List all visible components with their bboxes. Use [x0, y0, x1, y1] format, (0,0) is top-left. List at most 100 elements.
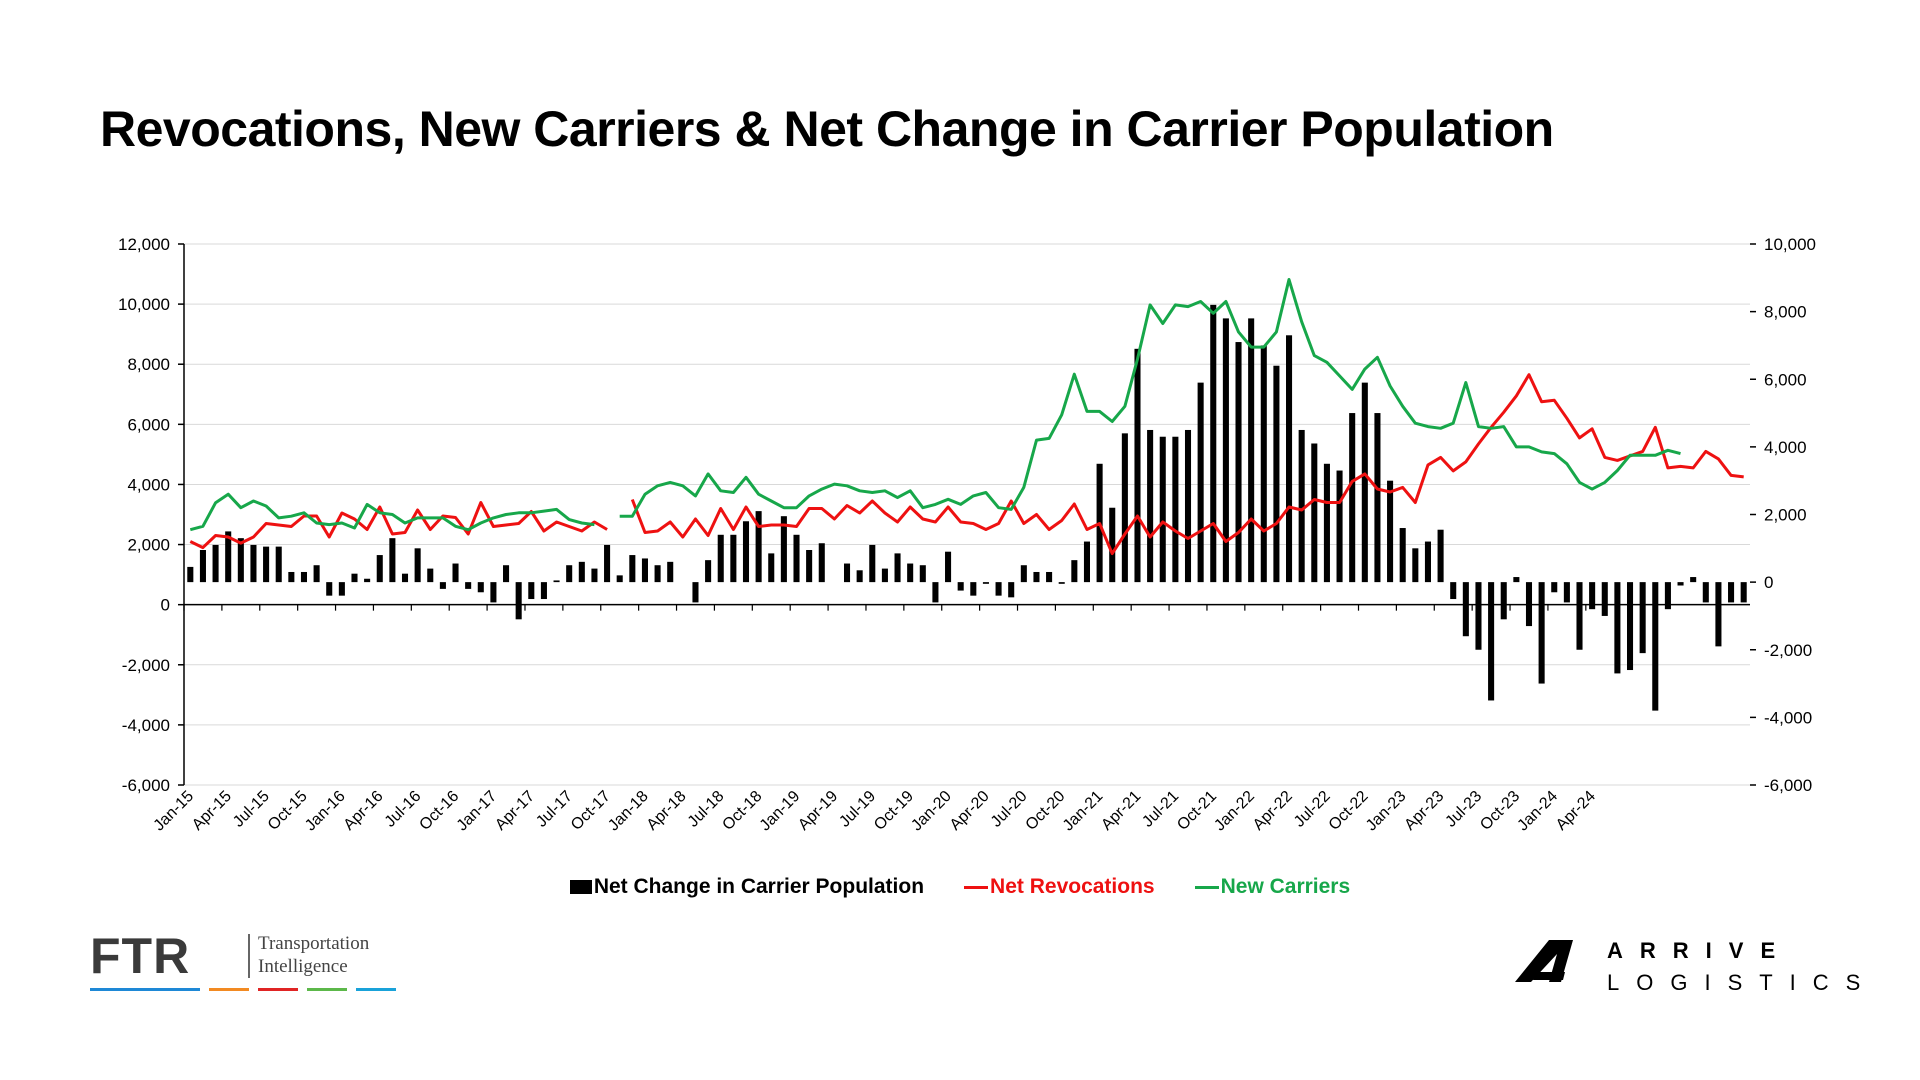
legend-label-net-change: Net Change in Carrier Population	[593, 875, 925, 898]
bar-net-change	[1083, 541, 1091, 583]
right-axis-tick-label: 2,000	[1764, 506, 1807, 525]
x-axis-tick-label: Apr-19	[795, 788, 841, 834]
bar-net-change	[1109, 507, 1116, 583]
bar-net-change	[477, 582, 484, 593]
arrive-arrow-icon	[1515, 940, 1573, 982]
bar-net-change	[490, 582, 497, 603]
bar-net-change	[250, 544, 257, 583]
legend-item-new-carriers: New Carriers	[1194, 875, 1351, 899]
right-axis-tick-label: -2,000	[1764, 641, 1812, 660]
bar-net-change	[1513, 577, 1520, 583]
bar-net-change	[641, 558, 648, 583]
x-axis-tick-label: Apr-24	[1553, 788, 1599, 834]
bar-net-change	[1614, 582, 1621, 674]
legend-swatch-net-revocations	[964, 885, 989, 889]
bar-net-change	[780, 516, 787, 583]
left-axis-tick-label: 12,000	[118, 235, 170, 254]
chart-title: Revocations, New Carriers & Net Change i…	[100, 101, 1554, 157]
bar-net-change	[1576, 582, 1583, 650]
bar-net-change	[313, 565, 320, 583]
left-axis-tick-label: 10,000	[118, 295, 170, 314]
ftr-tagline-line-1: Transportation	[258, 933, 370, 954]
bar-net-change	[389, 538, 396, 583]
x-axis-tick-label: Apr-16	[341, 788, 387, 834]
right-axis-tick-label: -4,000	[1764, 708, 1812, 727]
bar-net-change	[300, 571, 308, 583]
x-axis-tick-label: Apr-18	[644, 788, 690, 834]
bar-net-change	[401, 573, 409, 583]
bar-net-change	[465, 582, 472, 589]
arrive-logo-word-1: ARRIVE	[1607, 938, 1793, 963]
bar-net-change	[742, 521, 750, 583]
bar-net-change	[1159, 436, 1166, 583]
x-axis-tick-label: Jan-20	[908, 788, 955, 835]
legend-item-net-change: Net Change in Carrier Population	[569, 875, 925, 899]
bar-net-change	[755, 511, 762, 583]
bar-net-change	[1147, 429, 1154, 583]
x-axis-tick-label: Apr-20	[947, 788, 993, 834]
bar-net-change	[326, 582, 333, 596]
bar-net-change	[212, 544, 219, 583]
x-axis-tick-label: Oct-15	[265, 788, 311, 834]
x-axis-tick-label: Oct-22	[1326, 788, 1372, 834]
arrive-logo-word-2: LOGISTICS	[1607, 970, 1878, 995]
bar-net-change	[1349, 413, 1356, 583]
ftr-tagline-line-2: Intelligence	[258, 956, 348, 977]
bar-net-change	[705, 560, 712, 583]
x-axis-tick-label: Oct-23	[1477, 788, 1523, 834]
bar-net-change	[263, 546, 270, 583]
bar-net-change	[1374, 413, 1381, 583]
ftr-stripe	[258, 988, 298, 991]
bar-net-change	[818, 543, 825, 583]
x-axis-tick-label: Jan-19	[757, 788, 804, 835]
arrive-logistics-logo: ARRIVE LOGISTICS	[1515, 938, 1860, 998]
bar-net-change	[364, 578, 371, 583]
bar-net-change	[187, 566, 194, 583]
bar-net-change	[869, 544, 876, 583]
bar-net-change	[768, 553, 775, 583]
ftr-logo-stripes	[90, 988, 396, 991]
x-axis-tick-label: Oct-17	[568, 788, 614, 834]
bar-net-change	[730, 534, 737, 583]
ftr-stripe	[307, 988, 347, 991]
bar-net-change	[528, 582, 535, 600]
bar-net-change	[1664, 582, 1671, 610]
line-new-carriers	[189, 278, 1681, 532]
right-axis-tick-label: 0	[1764, 573, 1773, 592]
legend-label-new-carriers: New Carriers	[1220, 875, 1351, 898]
x-axis-tick-label: Apr-21	[1098, 788, 1144, 834]
bar-net-change	[1412, 548, 1419, 583]
x-axis-tick-label: Oct-16	[416, 788, 462, 834]
bar-net-change	[1601, 582, 1608, 616]
bar-net-change	[1033, 571, 1040, 583]
bar-net-change	[932, 582, 939, 603]
bar-net-change	[515, 582, 522, 620]
bar-net-change	[1311, 443, 1318, 583]
bar-net-change	[1361, 382, 1368, 583]
bar-net-change	[199, 550, 206, 583]
bar-net-change	[629, 555, 636, 583]
x-axis-tick-label: Jan-17	[454, 788, 501, 835]
bar-net-change	[667, 561, 674, 583]
right-axis-tick-label: 4,000	[1764, 438, 1807, 457]
bar-net-change	[654, 565, 661, 583]
bar-net-change	[995, 582, 1002, 596]
x-axis-tick-label: Jan-21	[1060, 788, 1107, 835]
bar-net-change	[566, 565, 573, 583]
bar-net-change	[717, 534, 724, 583]
bar-net-change	[1462, 582, 1469, 637]
x-axis-tick-label: Jan-23	[1363, 788, 1410, 835]
bar-net-change	[1046, 571, 1053, 583]
bar-net-change	[578, 561, 585, 583]
left-axis-tick-label: 2,000	[127, 536, 170, 555]
bar-net-change	[1589, 582, 1596, 610]
bar-net-change	[1500, 582, 1507, 620]
bar-net-change	[237, 538, 244, 583]
legend-label-net-revocations: Net Revocations	[990, 875, 1155, 898]
ftr-logo-mark: FTR	[90, 928, 191, 984]
bar-net-change	[351, 573, 358, 583]
bar-net-change	[1286, 335, 1293, 583]
bar-net-change	[1336, 470, 1343, 583]
ftr-logo: FTR Transportation Intelligence	[90, 930, 400, 1000]
